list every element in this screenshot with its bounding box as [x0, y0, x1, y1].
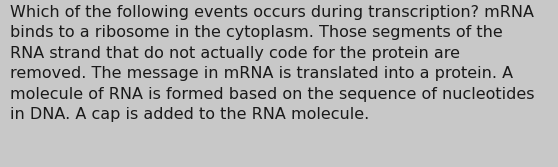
- Text: Which of the following events occurs during transcription? mRNA
binds to a ribos: Which of the following events occurs dur…: [10, 5, 535, 122]
